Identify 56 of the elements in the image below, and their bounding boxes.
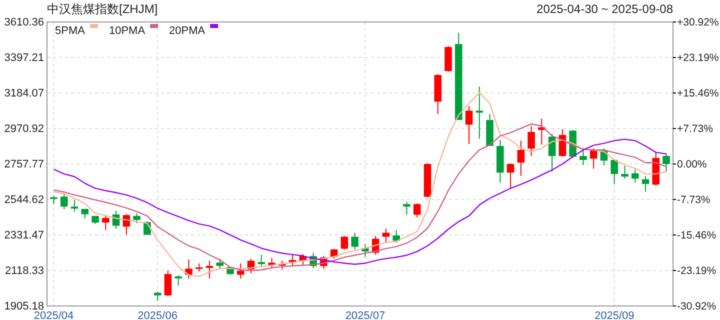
y-tick-label: 2544.62 (4, 194, 44, 206)
candlestick (662, 152, 670, 172)
candlestick (164, 270, 172, 297)
candlestick (351, 232, 358, 250)
candlestick (476, 86, 484, 140)
y-tick-label: 2331.47 (4, 230, 44, 242)
candlestick (642, 175, 650, 192)
y2-tick-label: +15.46% (677, 87, 719, 100)
legend-label: 5PMA (55, 25, 86, 37)
candlestick (444, 46, 452, 72)
y2-tick-label: +30.92% (677, 16, 719, 28)
candlestick (258, 254, 266, 267)
y2-tick-label: -30.92% (677, 300, 716, 312)
y-tick-label: 3610.36 (4, 16, 44, 29)
y2-tick-label: +7.73% (677, 122, 713, 135)
candlestick (216, 258, 224, 270)
y2-tick-label: 0.00% (677, 158, 707, 170)
candlestick (403, 201, 410, 216)
legend-label: 10PMA (108, 25, 146, 37)
candlestick (392, 230, 400, 244)
legend-label: 20PMA (169, 25, 206, 37)
candlestick (70, 199, 78, 212)
candlestick (413, 202, 421, 218)
candlestick (528, 125, 535, 156)
y-tick-label: 3397.21 (4, 52, 44, 64)
candlestick (631, 168, 639, 184)
candlestick (506, 162, 514, 189)
candlestick (236, 262, 244, 280)
candlestick (465, 106, 473, 144)
chart-subtitle: 2025-04-30 ~ 2025-09-08 (536, 2, 674, 16)
line-series (53, 92, 667, 278)
candlestick (206, 260, 214, 280)
candlestick (340, 236, 348, 250)
chart-title: 中汉焦煤指数[ZHJM] (47, 2, 158, 16)
candlestick (174, 274, 182, 286)
y2-tick-label: -15.46% (677, 229, 716, 242)
y-tick-label: 2757.77 (4, 158, 44, 171)
candlestick (590, 148, 598, 170)
x-tick-label: 2025/06 (138, 310, 178, 320)
y2-tick-label: -23.19% (677, 264, 716, 277)
candlestick (102, 215, 110, 231)
candlestick (382, 228, 390, 244)
candlestick (185, 258, 192, 280)
candlestick (133, 212, 140, 224)
candlestick (580, 148, 587, 166)
y-tick-label: 2970.92 (4, 123, 44, 136)
y-tick-label: 2118.33 (5, 265, 44, 278)
x-tick-label: 2025/09 (594, 310, 634, 320)
candlestick (621, 165, 628, 180)
y2-tick-label: -7.73% (677, 194, 710, 206)
candlestick (610, 158, 618, 184)
y-tick-label: 3184.07 (4, 88, 44, 100)
x-tick-label: 2025/07 (345, 310, 386, 320)
candlestick (60, 193, 68, 210)
y2-tick-label: +23.19% (677, 52, 719, 64)
candlestick (517, 140, 525, 176)
